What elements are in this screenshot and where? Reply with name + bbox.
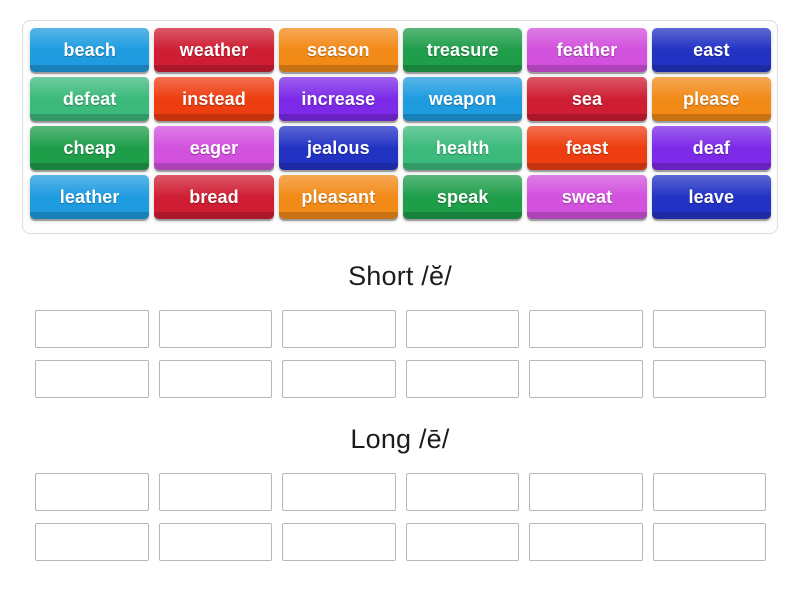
word-tile-label: weapon [428,88,497,109]
word-tile[interactable]: beach [30,28,150,72]
drop-slot[interactable] [405,310,519,348]
word-tile[interactable]: please [651,77,771,121]
drop-slot[interactable] [35,360,149,398]
drop-slot[interactable] [652,473,766,511]
group-title-long-e: Long /ē/ [350,424,450,454]
drop-slot[interactable] [652,360,766,398]
word-tile[interactable]: deaf [651,126,771,170]
word-tile[interactable]: increase [278,77,398,121]
word-tile[interactable]: cheap [30,126,150,170]
group-title-short-e: Short /ĕ/ [348,261,452,291]
word-tile-label: beach [63,39,116,60]
word-tile[interactable]: defeat [30,77,150,121]
word-bank-panel: beach weather season treasure feather east def… [22,20,778,234]
word-tile[interactable]: weapon [403,77,523,121]
word-tile[interactable]: pleasant [278,175,398,219]
word-tile[interactable]: leave [651,175,771,219]
word-tile-label: treasure [426,39,499,60]
drop-slot[interactable] [35,523,149,561]
drop-slot[interactable] [35,310,149,348]
word-tile[interactable]: eager [154,126,274,170]
drop-zone-long-e [35,473,766,561]
word-tile-label: please [683,88,740,109]
word-tile-label: cheap [63,137,116,158]
word-tile[interactable]: weather [154,28,274,72]
word-tile-label: sweat [561,186,613,207]
drop-slot[interactable] [652,310,766,348]
word-tile-label: sea [571,88,603,109]
drop-slot[interactable] [282,473,396,511]
word-tile-label: deaf [692,137,731,158]
word-tile-label: instead [182,88,246,109]
drop-slot[interactable] [529,360,643,398]
word-tile-label: jealous [306,137,370,158]
drop-slot[interactable] [158,360,272,398]
slot-grid-long-e [35,473,766,561]
word-tile-label: leave [688,186,735,207]
drop-slot[interactable] [158,523,272,561]
word-tile-label: health [435,137,490,158]
drop-slot[interactable] [282,523,396,561]
word-tile[interactable]: leather [30,175,150,219]
drop-slot[interactable] [405,523,519,561]
word-tile-label: east [693,39,730,60]
drop-slot[interactable] [158,473,272,511]
word-tile-label: increase [301,88,376,109]
word-tile[interactable]: sweat [527,175,647,219]
word-tile-label: feather [556,39,618,60]
word-tile[interactable]: sea [527,77,647,121]
drop-slot[interactable] [529,310,643,348]
word-tile-label: bread [189,186,239,207]
word-tile[interactable]: feather [527,28,647,72]
drop-zone-short-e [35,310,766,398]
word-tile-label: weather [179,39,249,60]
word-tile[interactable]: east [651,28,771,72]
drop-slot[interactable] [282,360,396,398]
drop-slot[interactable] [35,473,149,511]
drop-slot[interactable] [652,523,766,561]
word-tile-label: leather [59,186,120,207]
word-tile[interactable]: feast [527,126,647,170]
word-tile[interactable]: health [403,126,523,170]
word-bank-grid: beach weather season treasure feather east def… [30,28,771,219]
drop-slot[interactable] [405,473,519,511]
word-tile-label: speak [436,186,489,207]
drop-slot[interactable] [405,360,519,398]
word-tile-label: eager [189,137,239,158]
word-tile-label: season [307,39,370,60]
word-tile-label: pleasant [301,186,376,207]
drop-slot[interactable] [529,473,643,511]
word-tile-label: feast [565,137,609,158]
word-tile[interactable]: bread [154,175,274,219]
word-tile[interactable]: season [278,28,398,72]
word-tile[interactable]: speak [403,175,523,219]
slot-grid-short-e [35,310,766,398]
word-tile-label: defeat [62,88,117,109]
word-tile[interactable]: jealous [278,126,398,170]
drop-slot[interactable] [158,310,272,348]
drop-slot[interactable] [282,310,396,348]
word-tile[interactable]: treasure [403,28,523,72]
drop-slot[interactable] [529,523,643,561]
word-tile[interactable]: instead [154,77,274,121]
